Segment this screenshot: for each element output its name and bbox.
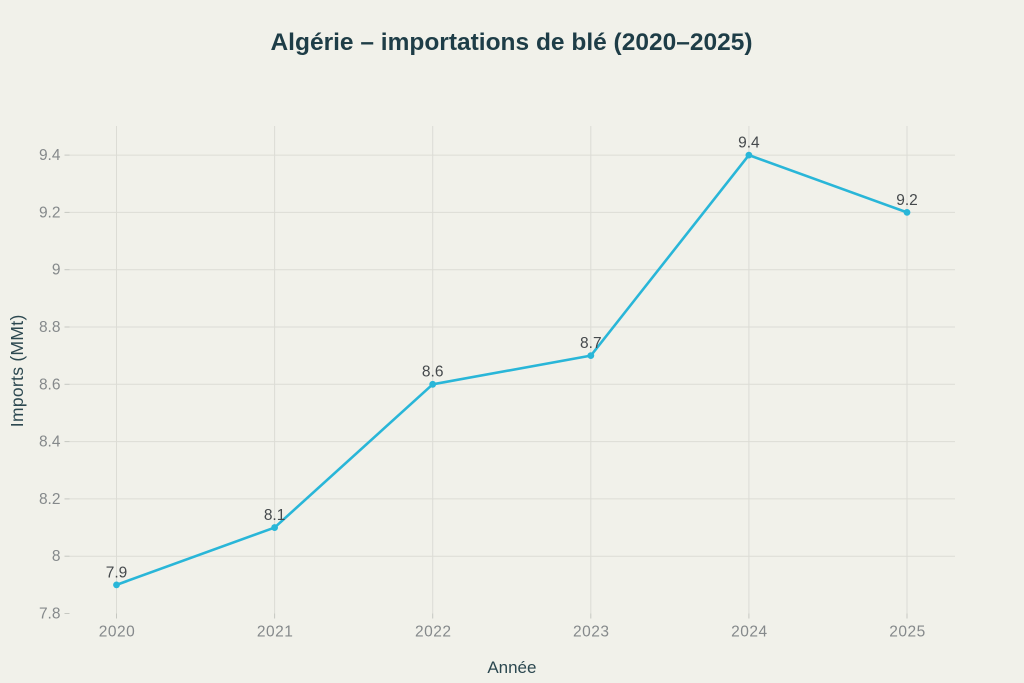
svg-text:9.2: 9.2	[896, 192, 918, 209]
svg-text:8.1: 8.1	[264, 507, 286, 524]
svg-text:2021: 2021	[257, 623, 293, 640]
svg-text:8.6: 8.6	[39, 376, 61, 393]
svg-text:8.8: 8.8	[39, 319, 61, 336]
svg-text:9.4: 9.4	[738, 135, 760, 152]
svg-text:9.4: 9.4	[39, 147, 61, 164]
svg-text:Algérie – importations de blé: Algérie – importations de blé (2020–2025…	[270, 29, 752, 56]
svg-text:8.6: 8.6	[422, 364, 444, 381]
svg-text:8.7: 8.7	[580, 335, 602, 352]
svg-text:2024: 2024	[731, 623, 767, 640]
svg-text:2020: 2020	[99, 623, 135, 640]
svg-text:7.9: 7.9	[106, 564, 128, 581]
svg-text:Année: Année	[487, 658, 536, 677]
svg-text:9: 9	[52, 262, 61, 279]
svg-text:8: 8	[52, 548, 61, 565]
svg-text:2025: 2025	[889, 623, 925, 640]
svg-text:Imports (MMt): Imports (MMt)	[7, 314, 27, 427]
svg-text:8.2: 8.2	[39, 491, 61, 508]
svg-text:2023: 2023	[573, 623, 609, 640]
svg-text:2022: 2022	[415, 623, 451, 640]
svg-text:7.8: 7.8	[39, 606, 61, 623]
svg-text:8.4: 8.4	[39, 434, 61, 451]
svg-text:9.2: 9.2	[39, 204, 61, 221]
